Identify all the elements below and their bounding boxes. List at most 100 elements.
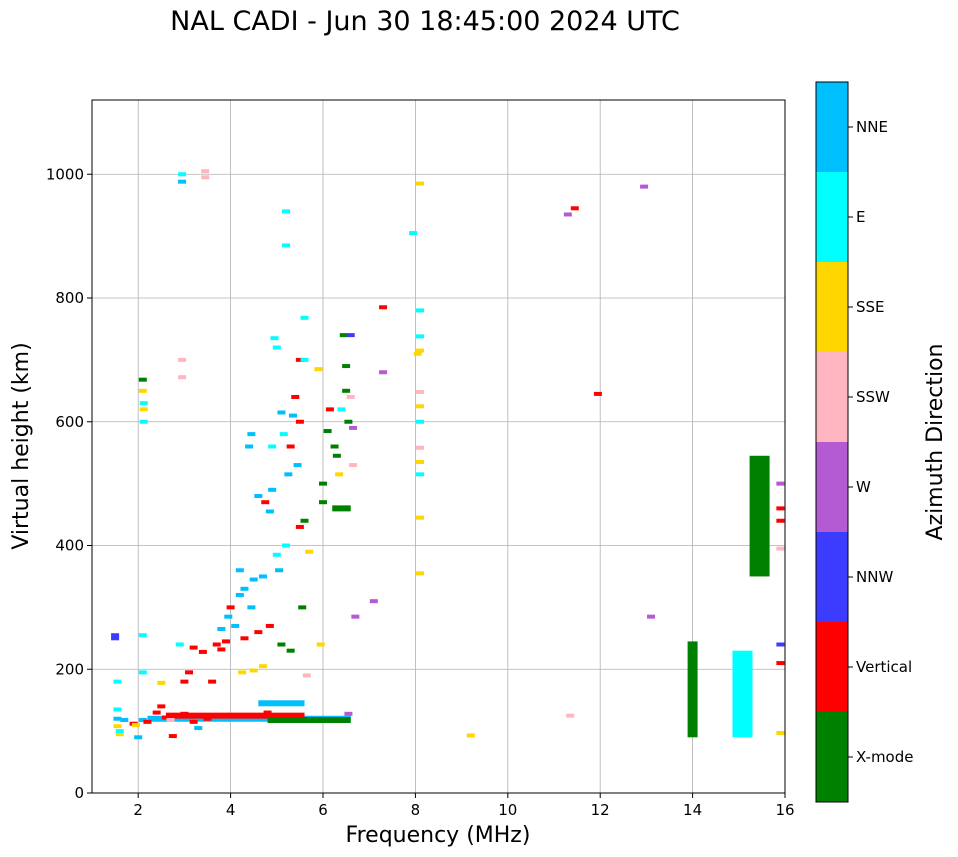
echo-point bbox=[265, 623, 274, 628]
echo-point bbox=[189, 645, 198, 650]
echo-point bbox=[314, 367, 323, 372]
echo-point bbox=[413, 351, 422, 356]
y-tick-label: 800 bbox=[55, 289, 84, 307]
echo-point bbox=[776, 546, 785, 551]
echo-point bbox=[263, 710, 272, 715]
x-tick-label: 8 bbox=[411, 801, 421, 819]
colorbar-label: NNE bbox=[856, 118, 888, 136]
echo-point bbox=[416, 334, 425, 339]
echo-point bbox=[254, 630, 263, 635]
echo-point bbox=[240, 636, 249, 641]
echo-point bbox=[235, 593, 244, 597]
echo-point bbox=[284, 472, 293, 477]
echo-point bbox=[416, 404, 425, 409]
echo-point bbox=[268, 444, 277, 449]
chart-title: NAL CADI - Jun 30 18:45:00 2024 UTC bbox=[170, 6, 680, 37]
y-tick-label: 600 bbox=[55, 413, 84, 431]
y-tick-label: 0 bbox=[74, 784, 84, 802]
echo-point bbox=[295, 524, 304, 529]
echo-point bbox=[270, 336, 279, 341]
colorbar-swatch bbox=[816, 712, 848, 802]
x-axis-label: Frequency (MHz) bbox=[346, 823, 531, 848]
echo-point bbox=[466, 733, 475, 738]
echo-point bbox=[291, 395, 300, 399]
echo-point bbox=[180, 711, 189, 716]
echo-column bbox=[732, 650, 753, 738]
echo-point bbox=[776, 661, 785, 666]
colorbar-frame bbox=[815, 81, 849, 803]
colorbar-swatch bbox=[816, 82, 848, 172]
colorbar-swatch bbox=[816, 352, 848, 442]
echo-point bbox=[113, 724, 122, 729]
echo-point bbox=[168, 734, 177, 739]
colorbar-swatch bbox=[816, 442, 848, 532]
colorbar-title: Azimuth Direction bbox=[923, 343, 948, 540]
echo-point bbox=[300, 315, 309, 320]
echo-point bbox=[279, 432, 288, 437]
echo-point bbox=[416, 472, 425, 477]
echo-point bbox=[325, 407, 334, 412]
echo-point bbox=[254, 494, 263, 498]
colorbar-label: NNW bbox=[856, 568, 893, 586]
echo-point bbox=[295, 357, 304, 362]
x-tick-label: 14 bbox=[683, 801, 702, 819]
echo-point bbox=[120, 717, 129, 722]
echo-point bbox=[113, 716, 122, 721]
echo-point bbox=[249, 668, 258, 673]
echo-point bbox=[212, 642, 221, 647]
echo-point bbox=[566, 713, 575, 718]
echo-point bbox=[339, 333, 348, 338]
echo-point bbox=[111, 633, 120, 638]
echo-point bbox=[201, 175, 210, 180]
echo-point bbox=[282, 543, 291, 548]
echo-point bbox=[416, 308, 425, 313]
echo-point bbox=[647, 614, 656, 619]
echo-point bbox=[175, 642, 184, 647]
echo-point bbox=[240, 586, 249, 591]
echo-point bbox=[416, 348, 425, 353]
x-tick-label: 16 bbox=[775, 801, 794, 819]
echo-point bbox=[157, 680, 166, 685]
echo-point bbox=[416, 571, 425, 576]
y-tick-label: 200 bbox=[55, 660, 84, 678]
echo-point bbox=[776, 730, 785, 735]
y-axis: 0 200 400 600 800 1000 bbox=[46, 165, 92, 802]
echo-point bbox=[272, 552, 281, 557]
echo-point bbox=[416, 459, 425, 464]
echo-point bbox=[138, 670, 147, 675]
x-tick-label: 6 bbox=[318, 801, 328, 819]
echo-column bbox=[749, 455, 770, 577]
echo-point bbox=[593, 391, 602, 396]
echo-point bbox=[277, 410, 286, 415]
echo-point bbox=[330, 444, 339, 449]
echo-point bbox=[258, 574, 267, 579]
colorbar-swatch bbox=[816, 622, 848, 712]
echo-point bbox=[416, 181, 425, 186]
echo-point bbox=[226, 713, 235, 718]
echo-point bbox=[344, 711, 353, 716]
echo-point bbox=[640, 184, 649, 189]
echo-point bbox=[776, 506, 785, 511]
echo-point bbox=[277, 642, 286, 647]
echo-point bbox=[776, 518, 785, 523]
echo-point bbox=[115, 732, 124, 737]
echo-point bbox=[272, 345, 281, 350]
echo-point bbox=[152, 710, 161, 715]
x-axis: 2 4 6 8 10 12 14 16 bbox=[133, 793, 795, 819]
echo-point bbox=[323, 429, 332, 434]
echo-band bbox=[147, 715, 351, 722]
x-tick-label: 4 bbox=[226, 801, 236, 819]
echo-point bbox=[203, 716, 212, 721]
echo-column bbox=[687, 641, 698, 738]
echo-point bbox=[416, 390, 425, 395]
echo-point bbox=[268, 487, 277, 492]
colorbar: X-mode Vertical NNW W SSW SSE E NNE bbox=[815, 81, 913, 803]
y-tick-label: 1000 bbox=[46, 165, 84, 183]
echo-point bbox=[316, 642, 325, 647]
echo-band bbox=[165, 712, 305, 719]
colorbar-label: X-mode bbox=[856, 748, 913, 766]
echo-point bbox=[563, 212, 572, 217]
echo-point bbox=[224, 614, 233, 619]
echo-point bbox=[346, 333, 355, 338]
